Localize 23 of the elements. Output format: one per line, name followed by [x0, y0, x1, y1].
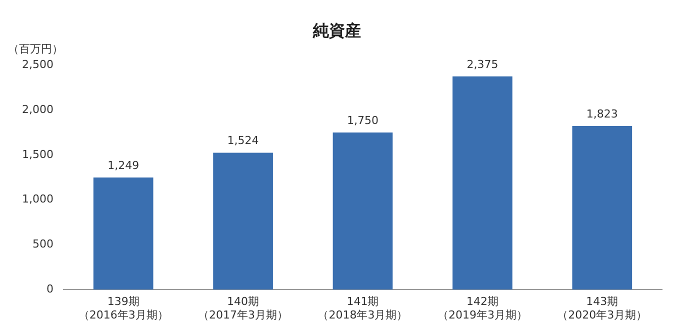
bar	[572, 126, 632, 290]
bar	[213, 152, 273, 290]
y-tick-label: 2,500	[22, 58, 54, 72]
y-tick-label: 1,500	[22, 148, 54, 161]
x-tick-label: 139期（2016年3月期）	[78, 295, 168, 322]
y-tick-label: 0	[46, 282, 54, 296]
bar	[93, 177, 154, 290]
x-tick-label: 142期（2019年3月期）	[437, 295, 528, 322]
y-tick-label: 1,000	[22, 192, 54, 206]
data-label: 1,249	[108, 158, 140, 172]
bar	[452, 76, 512, 290]
x-tick-label: 140期（2017年3月期）	[198, 295, 288, 322]
chart-title: 純資産	[312, 20, 361, 40]
x-tick-label: 141期（2018年3月期）	[318, 295, 408, 322]
x-tick-label: 143期（2020年3月期）	[557, 295, 648, 322]
data-label: 1,823	[586, 107, 618, 120]
data-label: 1,524	[227, 134, 259, 148]
bar	[332, 132, 393, 290]
y-tick-label: 2,000	[22, 102, 54, 116]
y-axis-title: （百万円）	[8, 42, 64, 56]
data-label: 2,375	[466, 58, 498, 71]
y-tick-label: 500	[32, 238, 54, 251]
data-label: 1,750	[346, 114, 378, 127]
